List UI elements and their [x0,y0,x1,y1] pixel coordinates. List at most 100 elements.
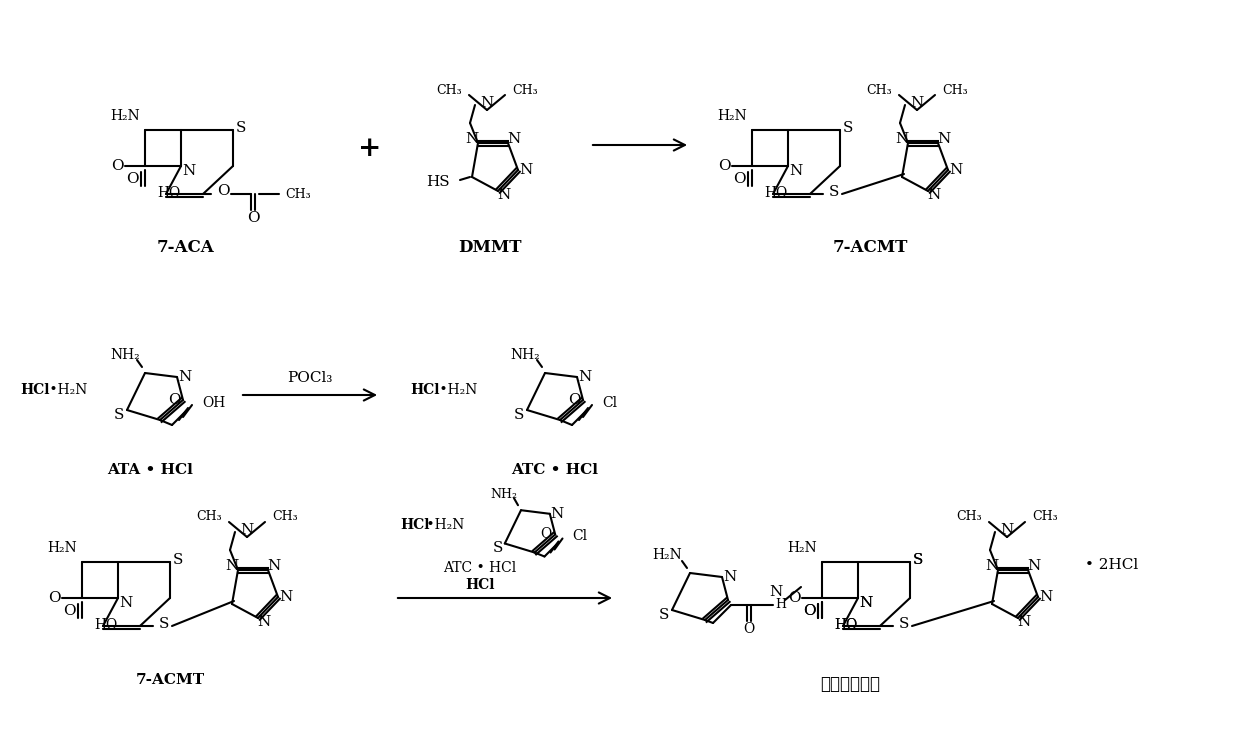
Text: CH₃: CH₃ [1032,511,1058,523]
Text: N: N [911,96,923,110]
Text: HO: HO [834,618,857,632]
Text: HO: HO [94,618,118,632]
Text: HO: HO [834,618,857,632]
Text: S: S [659,608,669,622]
Text: Cl: Cl [572,530,587,543]
Text: N: N [949,163,963,177]
Text: N: N [985,559,999,573]
Text: O: O [63,604,76,618]
Text: HCl: HCl [400,518,430,532]
Text: •H₂N: •H₂N [45,383,88,397]
Text: O: O [717,159,730,173]
Text: N: N [182,164,196,178]
Text: ATA • HCl: ATA • HCl [107,463,193,477]
Text: HS: HS [426,175,450,189]
Text: N: N [896,132,908,146]
Text: O: O [247,211,259,225]
Text: H₂N: H₂N [652,548,681,562]
Text: S: S [159,617,170,631]
Text: N: N [258,615,270,629]
Text: 7-ACA: 7-ACA [156,239,214,256]
Text: N: N [240,523,254,537]
Text: O: O [567,393,580,407]
Text: N: N [1040,590,1053,604]
Text: N: N [860,596,872,610]
Text: N: N [481,96,493,110]
Text: N: N [769,585,783,599]
Text: O: O [110,159,124,173]
Text: H₂N: H₂N [47,541,77,555]
Text: HO: HO [157,186,180,200]
Text: HO: HO [764,186,787,200]
Text: •H₂N: •H₂N [435,383,477,397]
Text: N: N [579,370,592,384]
Text: N: N [466,132,478,146]
Text: S: S [514,408,524,422]
Text: S: S [114,408,124,422]
Text: O: O [217,184,229,198]
Text: • 2HCl: • 2HCl [1085,558,1139,572]
Text: O: O [732,172,746,186]
Text: CH₃: CH₃ [273,511,297,523]
Text: N: N [119,596,133,610]
Text: 7-ACMT: 7-ACMT [833,239,908,256]
Text: N: N [519,163,533,177]
Text: H₂N: H₂N [110,109,140,123]
Text: N: N [724,570,737,584]
Text: CH₃: CH₃ [285,188,311,200]
Text: N: N [550,507,564,521]
Text: N: N [860,596,872,610]
Text: CH₃: CH₃ [957,511,983,523]
Text: HCl: HCl [466,578,494,592]
Text: CH₃: CH₃ [436,84,462,97]
Text: NH₂: NH₂ [110,348,140,362]
Text: Cl: Cl [602,396,617,410]
Text: 7-ACMT: 7-ACMT [135,673,204,687]
Text: POCl₃: POCl₃ [287,371,333,385]
Text: CH₃: CH₃ [866,84,892,97]
Text: S: S [913,553,923,567]
Text: O: O [47,591,61,605]
Text: +: + [358,134,382,162]
Text: S: S [172,553,183,567]
Text: O: O [803,604,815,618]
Text: S: S [843,121,854,135]
Text: N: N [1017,615,1031,629]
Text: HCl: HCl [410,383,440,397]
Text: •H₂N: •H₂N [422,518,465,532]
Text: S: S [829,185,839,199]
Text: N: N [1000,523,1014,537]
Text: CH₃: CH₃ [512,84,538,97]
Text: NH₂: NH₂ [489,488,517,501]
Text: H₂N: H₂N [787,541,817,555]
Text: N: N [927,188,940,202]
Text: DMMT: DMMT [458,239,522,256]
Text: ATC • HCl: ATC • HCl [512,463,598,477]
Text: O: O [167,393,181,407]
Text: O: O [125,172,139,186]
Text: S: S [898,617,909,631]
Text: N: N [497,188,510,202]
Text: H: H [776,599,787,611]
Text: HCl: HCl [20,383,50,397]
Text: 盐酸头孢替安: 盐酸头孢替安 [820,676,880,693]
Text: S: S [913,553,923,567]
Text: CH₃: CH₃ [196,511,222,523]
Text: O: O [788,591,800,605]
Text: N: N [1027,559,1041,573]
Text: S: S [492,541,503,555]
Text: CH₃: CH₃ [942,84,968,97]
Text: OH: OH [202,396,225,410]
Text: O: O [803,604,815,618]
Text: N: N [279,590,292,604]
Text: NH₂: NH₂ [510,348,540,362]
Text: O: O [743,622,755,636]
Text: ATC • HCl: ATC • HCl [444,561,517,575]
Text: N: N [225,559,239,573]
Text: S: S [235,121,247,135]
Text: N: N [178,370,192,384]
Text: N: N [508,132,520,146]
Text: N: N [938,132,950,146]
Text: O: O [540,526,551,540]
Text: H₂N: H₂N [717,109,747,123]
